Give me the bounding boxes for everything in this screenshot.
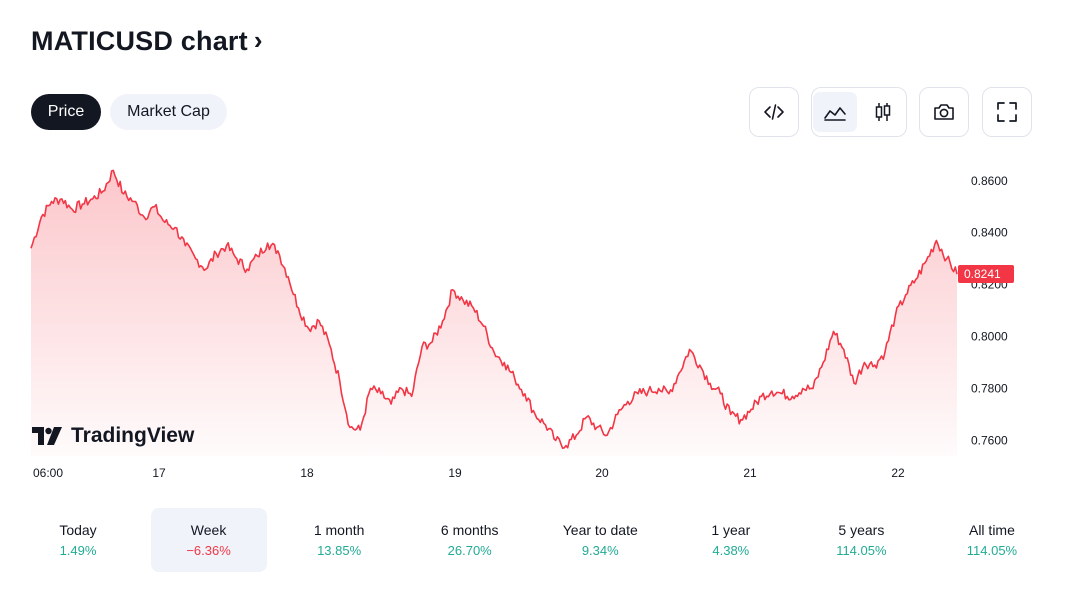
range-selector: Today 1.49% Week −6.36% 1 month 13.85% 6 month… [20,508,1050,572]
x-tick-label: 18 [300,466,314,480]
range-change: 1.49% [59,543,97,558]
tradingview-logo-icon [32,427,62,445]
last-price-label: 0.8241 [964,267,1001,281]
y-tick-label: 0.8600 [971,174,1008,188]
area-chart-icon [824,107,846,121]
range-6-months[interactable]: 6 months 26.70% [412,508,528,572]
x-tick-label: 06:00 [33,466,63,480]
range-1-month[interactable]: 1 month 13.85% [281,508,397,572]
x-tick-label: 17 [152,466,166,480]
chevron-right-icon: › [253,25,263,55]
fullscreen-icon [997,102,1017,122]
page-title[interactable]: MATICUSD chart › [31,25,263,57]
range-today[interactable]: Today 1.49% [20,508,136,572]
price-line [30,169,958,449]
x-tick-label: 20 [595,466,609,480]
range-label: Today [59,522,97,538]
range-label: Year to date [562,522,638,538]
market-cap-tab[interactable]: Market Cap [110,94,227,130]
x-tick-label: 19 [448,466,462,480]
range-year-to-date[interactable]: Year to date 9.34% [542,508,658,572]
camera-icon [934,104,954,120]
x-axis: 06:00 17 18 19 20 21 22 [33,466,905,480]
range-1-year[interactable]: 1 year 4.38% [673,508,789,572]
range-change: 114.05% [966,543,1018,558]
price-tab[interactable]: Price [31,94,101,130]
range-change: −6.36% [186,543,231,558]
x-tick-label: 21 [743,466,757,480]
x-tick-label: 22 [891,466,905,480]
range-label: 1 month [313,522,365,538]
snapshot-button[interactable] [919,87,969,137]
candlestick-button[interactable] [861,92,905,132]
range-label: 1 year [711,522,751,538]
page-title-text: MATICUSD chart [31,26,248,56]
y-tick-label: 0.8000 [971,330,1008,344]
range-change: 26.70% [447,543,492,558]
range-label: All time [968,522,1015,538]
range-all-time[interactable]: All time 114.05% [934,508,1050,572]
fullscreen-button[interactable] [982,87,1032,137]
range-label: 5 years [838,522,885,538]
range-label: 6 months [440,522,499,538]
embed-button[interactable] [749,87,799,137]
last-price-tag: 0.8241 [958,264,1014,283]
y-tick-label: 0.7800 [971,381,1008,395]
range-change: 114.05% [836,543,887,558]
range-change: 9.34% [581,543,619,558]
chart-style-group [811,87,907,137]
code-icon [764,104,784,120]
area-chart-button[interactable] [813,92,857,132]
range-label: Week [190,522,227,538]
range-5-years[interactable]: 5 years 114.05% [803,508,919,572]
range-change: 13.85% [317,543,362,558]
range-week[interactable]: Week −6.36% [150,508,267,572]
tradingview-logo: TradingView [32,424,194,448]
candlestick-icon [875,103,891,121]
price-area-fill [31,170,957,456]
watermark-text: TradingView [71,424,195,447]
y-tick-label: 0.8400 [971,226,1008,240]
last-price-box [958,264,1014,283]
range-change: 4.38% [712,543,750,558]
y-tick-label: 0.7600 [971,433,1008,447]
